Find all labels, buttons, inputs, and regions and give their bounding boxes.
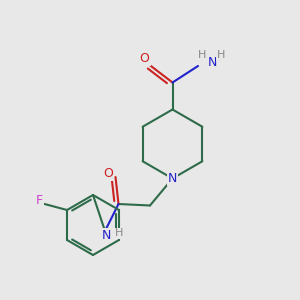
Text: F: F	[36, 194, 43, 207]
Text: O: O	[103, 167, 113, 180]
Text: N: N	[208, 56, 217, 70]
Text: N: N	[168, 172, 177, 185]
Text: H: H	[115, 228, 124, 239]
Text: H: H	[198, 50, 207, 61]
Text: H: H	[217, 50, 226, 61]
Text: N: N	[102, 229, 111, 242]
Text: O: O	[140, 52, 149, 65]
